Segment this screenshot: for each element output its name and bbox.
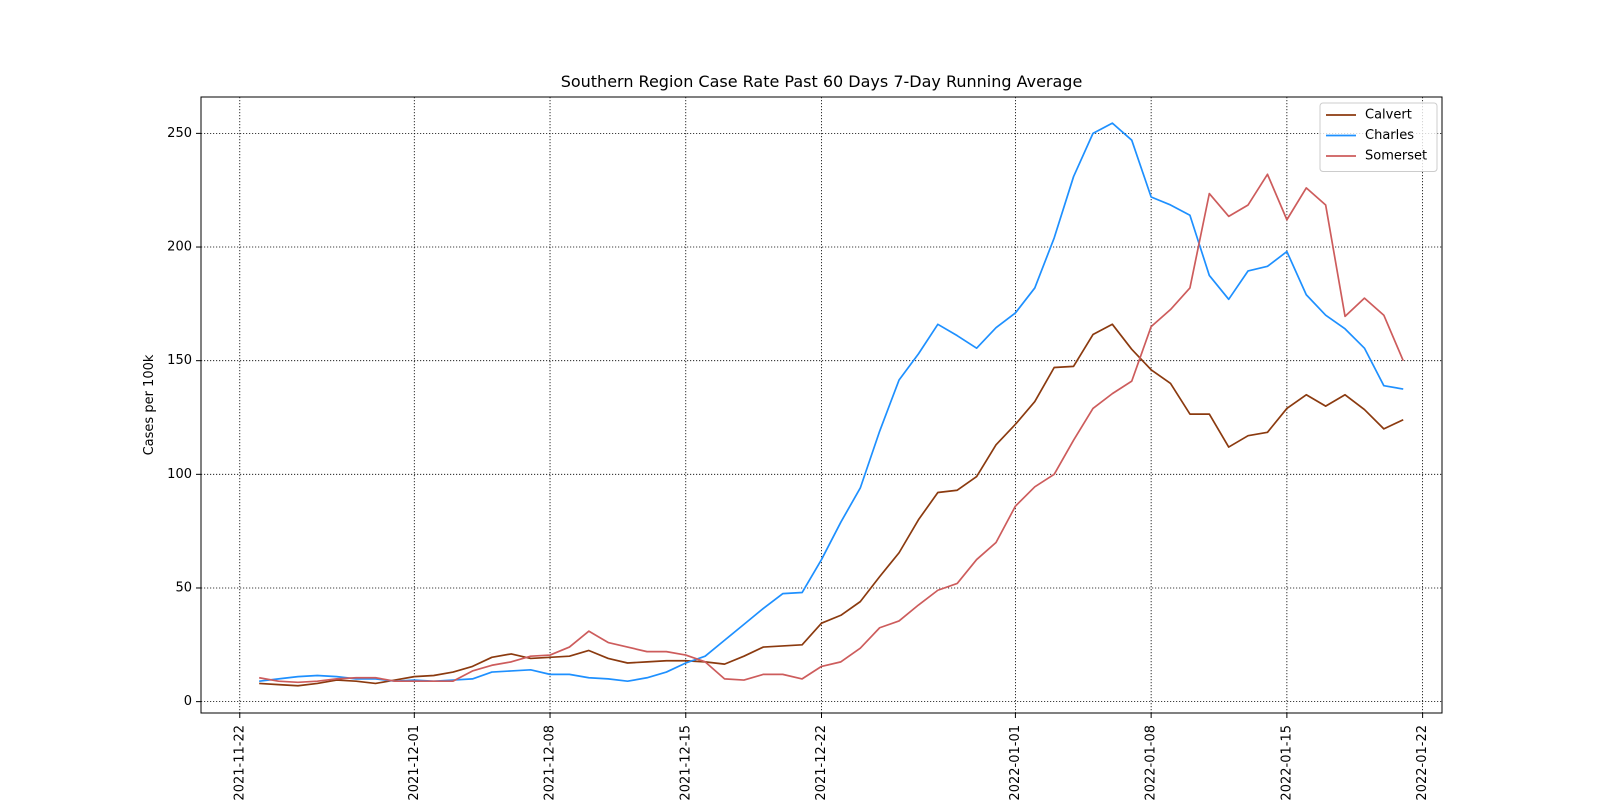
x-tick-label: 2021-12-22: [814, 725, 829, 800]
x-axis-ticks: 2021-11-22 2021-12-01 2021-12-08 2021-12-15…: [232, 713, 1430, 800]
x-tick-label: 2022-01-08: [1144, 725, 1159, 800]
legend-label-calvert: Calvert: [1365, 108, 1412, 123]
x-tick-label: 2021-11-22: [232, 725, 247, 800]
x-tick-label: 2021-12-15: [678, 725, 693, 800]
y-tick-label: 100: [167, 467, 192, 482]
x-tick-label: 2021-12-08: [543, 725, 558, 800]
legend-label-charles: Charles: [1365, 128, 1414, 143]
series-lines: [259, 122, 1405, 687]
x-tick-label: 2022-01-01: [1008, 725, 1023, 800]
y-tick-label: 200: [167, 240, 192, 255]
x-tick-label: 2021-12-01: [407, 725, 422, 800]
chart-title: Southern Region Case Rate Past 60 Days 7…: [561, 72, 1083, 91]
series-line-somerset: [259, 173, 1405, 684]
legend-box: [1319, 102, 1438, 172]
y-tick-label: 150: [167, 353, 192, 368]
plot-area-frame: [200, 96, 1443, 714]
grid-lines: [201, 97, 1442, 713]
series-line-calvert: [259, 323, 1404, 687]
y-tick-label: 50: [175, 580, 192, 595]
series-line-charles: [259, 122, 1404, 683]
y-tick-label: 250: [167, 126, 192, 141]
x-tick-label: 2022-01-15: [1279, 725, 1294, 800]
y-axis-label: Cases per 100k: [142, 354, 157, 455]
x-tick-label: 2022-01-22: [1415, 725, 1430, 800]
y-axis-ticks: 0 50 100 150 200 250: [167, 126, 201, 709]
legend: Calvert Charles Somerset: [1319, 102, 1438, 172]
legend-label-somerset: Somerset: [1365, 149, 1427, 164]
y-tick-label: 0: [184, 694, 192, 709]
